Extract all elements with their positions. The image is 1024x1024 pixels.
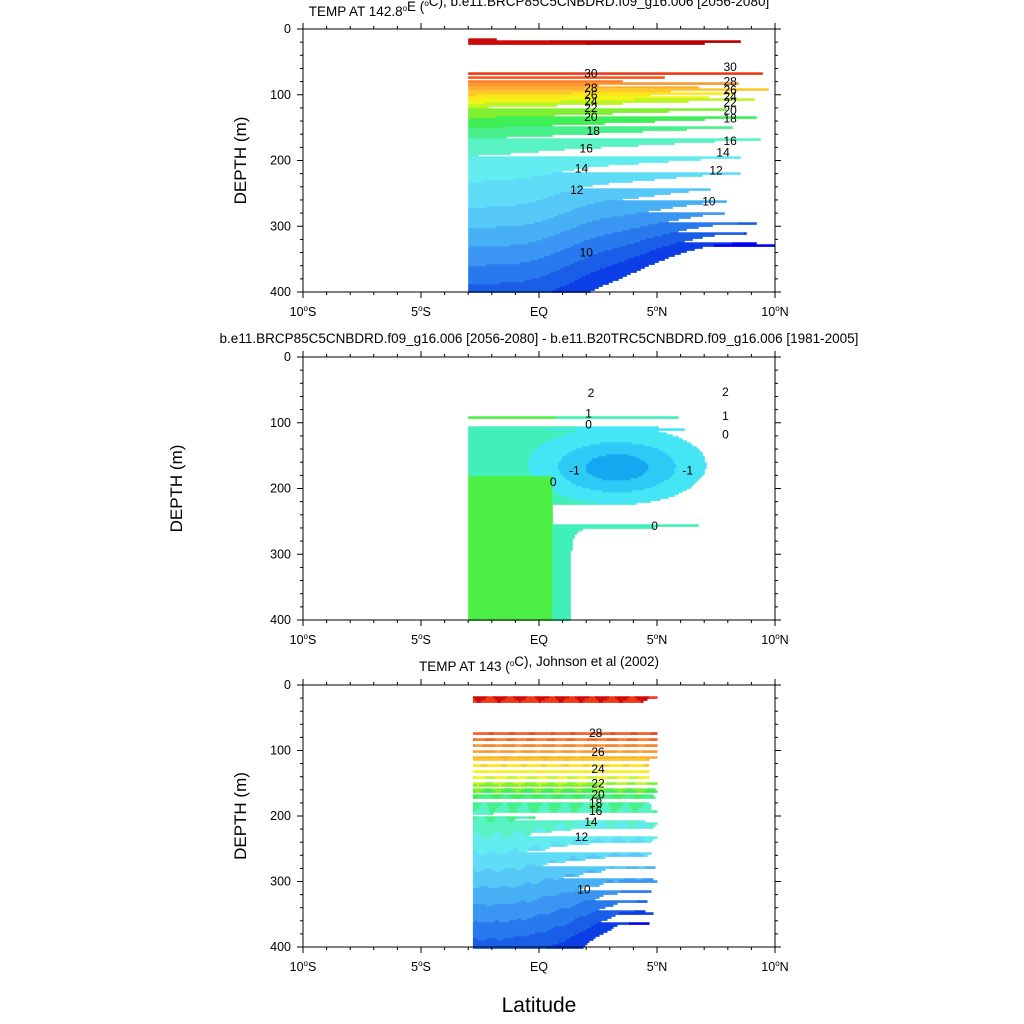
contour-label: 10 — [702, 194, 716, 208]
contour-label: 20 — [584, 110, 598, 124]
y-tick-label: 100 — [270, 744, 291, 758]
contour-label: 14 — [716, 146, 730, 160]
contour-label: 22 — [584, 101, 598, 115]
y-tick-label: 0 — [284, 350, 291, 364]
contour-label: 2 — [588, 386, 595, 400]
y-tick-label: 400 — [270, 940, 291, 954]
x-tick-label: 5oS — [411, 632, 431, 647]
contour-label: 10 — [580, 246, 594, 260]
y-tick-label: 300 — [270, 875, 291, 889]
x-tick-label: 5oN — [647, 304, 667, 319]
x-tick-label: 5oS — [411, 304, 431, 319]
contour-label: 0 — [550, 475, 557, 489]
contour-label: -1 — [682, 464, 693, 478]
contour-label: 16 — [589, 804, 603, 818]
contour-label: 1 — [722, 409, 729, 423]
filled-contours — [468, 416, 707, 621]
x-tick-label: 10oS — [290, 632, 317, 647]
contour-label: 2 — [722, 385, 729, 399]
contour-label: 14 — [575, 161, 589, 175]
x-axis-label: Latitude — [502, 994, 577, 1017]
contour-label: 12 — [709, 163, 723, 177]
y-tick-label: 100 — [270, 88, 291, 102]
y-tick-label: 400 — [270, 613, 291, 627]
filled-contours — [472, 696, 658, 949]
panel-title: b.e11.BRCP85C5CNBDRD.f09_g16.006 [2056-2… — [220, 331, 859, 346]
x-tick-label: EQ — [530, 633, 548, 647]
x-tick-label: 5oN — [647, 632, 667, 647]
contour-label: 22 — [591, 776, 605, 790]
contour-label: 12 — [570, 183, 584, 197]
x-tick-label: 10oN — [761, 304, 788, 319]
contour-label: 24 — [584, 94, 598, 108]
x-tick-label: 10oS — [290, 959, 317, 974]
contour-label: 0 — [651, 519, 658, 533]
y-tick-label: 200 — [270, 154, 291, 168]
contour-label: 22 — [723, 96, 737, 110]
x-tick-label: 10oN — [761, 632, 788, 647]
contour-label: 20 — [723, 104, 737, 118]
contour-label: 26 — [584, 88, 598, 102]
y-tick-label: 400 — [270, 285, 291, 299]
contour-label: 18 — [723, 111, 737, 125]
contour-label: 26 — [591, 745, 605, 759]
x-tick-label: 10oN — [761, 959, 788, 974]
y-axis-label: DEPTH (m) — [231, 772, 250, 860]
contour-label: 28 — [723, 75, 737, 89]
x-tick-label: EQ — [530, 960, 548, 974]
contour-label: 26 — [723, 83, 737, 97]
contour-label: 18 — [587, 124, 601, 138]
y-tick-label: 200 — [270, 482, 291, 496]
contour-label: 28 — [589, 726, 603, 740]
y-tick-label: 100 — [270, 416, 291, 430]
contour-label: 10 — [577, 882, 591, 896]
contour-label: 24 — [591, 762, 605, 776]
contour-label: 1 — [585, 407, 592, 421]
y-tick-label: 300 — [270, 219, 291, 233]
y-axis-label: DEPTH (m) — [231, 117, 250, 205]
panel-title: TEMP AT 143 (oC), Johnson et al (2002) — [419, 654, 659, 674]
contour-label: 0 — [585, 418, 592, 432]
contour-label: 18 — [589, 796, 603, 810]
contour-label: 16 — [580, 142, 594, 156]
filled-contours — [468, 38, 775, 293]
contour-label: 30 — [584, 67, 598, 81]
x-tick-label: 10oS — [290, 304, 317, 319]
x-tick-label: 5oN — [647, 959, 667, 974]
panel-title: TEMP AT 142.8oE (oC), b.e11.BRCP85C5CNBD… — [309, 0, 769, 19]
y-tick-label: 300 — [270, 547, 291, 561]
y-tick-label: 0 — [284, 22, 291, 36]
y-tick-label: 200 — [270, 809, 291, 823]
contour-label: 0 — [722, 428, 729, 442]
contour-label: 24 — [723, 90, 737, 104]
contour-label: -1 — [569, 464, 580, 478]
y-tick-label: 0 — [284, 678, 291, 692]
contour-label: 30 — [723, 60, 737, 74]
contour-label: 12 — [575, 830, 589, 844]
contour-label: 14 — [584, 815, 598, 829]
contour-label: 20 — [591, 787, 605, 801]
x-tick-label: EQ — [530, 305, 548, 319]
contour-label: 28 — [584, 81, 598, 95]
y-axis-label: DEPTH (m) — [167, 445, 186, 533]
contour-label: 16 — [723, 134, 737, 148]
x-tick-label: 5oS — [411, 959, 431, 974]
